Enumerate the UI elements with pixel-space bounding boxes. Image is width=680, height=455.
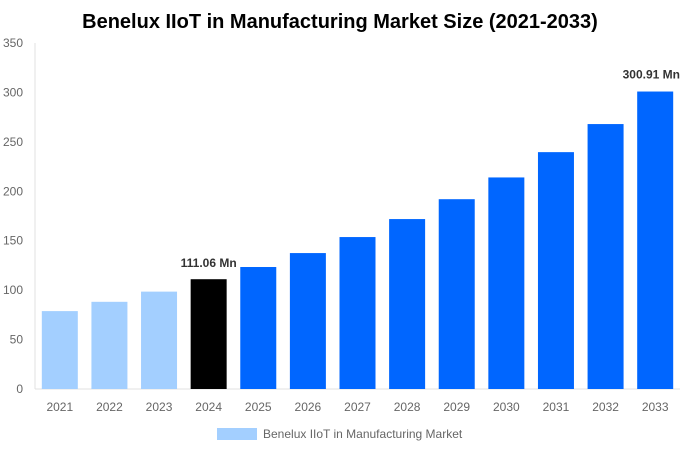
bar-2029[interactable]: [438, 199, 475, 389]
y-tick-label: 100: [3, 283, 23, 297]
bar-2030[interactable]: [488, 177, 525, 389]
bar-2028[interactable]: [389, 219, 426, 389]
x-tick-label: 2028: [394, 400, 421, 414]
x-tick-label: 2030: [493, 400, 520, 414]
x-tick-label: 2027: [344, 400, 371, 414]
bar-2024[interactable]: [190, 279, 227, 389]
x-tick-label: 2025: [245, 400, 272, 414]
y-tick-label: 300: [3, 85, 23, 99]
bar-2025[interactable]: [240, 267, 277, 389]
bar-2032[interactable]: [587, 124, 624, 389]
x-tick-label: 2021: [46, 400, 73, 414]
x-tick-label: 2029: [443, 400, 470, 414]
bars: [41, 91, 674, 390]
y-tick-label: 350: [3, 36, 23, 50]
x-tick-label: 2024: [195, 400, 222, 414]
legend-swatch: [217, 428, 257, 440]
axes: 0 50 100 150 200 250 300 350 2021 2022 2023 2024 202…: [3, 36, 680, 414]
bar-2027[interactable]: [339, 237, 376, 389]
y-tick-label: 150: [3, 234, 23, 248]
y-tick-label: 200: [3, 184, 23, 198]
x-tick-label: 2033: [642, 400, 669, 414]
labels: 111.06 Mn 300.91 Mn: [181, 68, 680, 271]
y-tick-label: 250: [3, 135, 23, 149]
data-label: 111.06 Mn: [181, 256, 237, 270]
bar-2022[interactable]: [91, 301, 128, 389]
data-label: 300.91 Mn: [623, 68, 680, 82]
x-tick-label: 2032: [592, 400, 619, 414]
y-tick-label: 0: [16, 382, 23, 396]
x-tick-label: 2026: [295, 400, 322, 414]
chart-title: Benelux IIoT in Manufacturing Market Siz…: [82, 11, 598, 33]
legend[interactable]: Benelux IIoT in Manufacturing Market: [217, 427, 463, 441]
bar-2031[interactable]: [537, 152, 574, 389]
x-tick-label: 2031: [543, 400, 570, 414]
x-tick-label: 2023: [146, 400, 173, 414]
y-tick-label: 50: [10, 333, 24, 347]
bar-2026[interactable]: [289, 253, 326, 389]
bar-2021[interactable]: [41, 311, 78, 389]
x-tick-label: 2022: [96, 400, 123, 414]
legend-label: Benelux IIoT in Manufacturing Market: [263, 427, 463, 441]
bar-2033[interactable]: [637, 91, 674, 390]
bar-2023[interactable]: [141, 291, 178, 389]
